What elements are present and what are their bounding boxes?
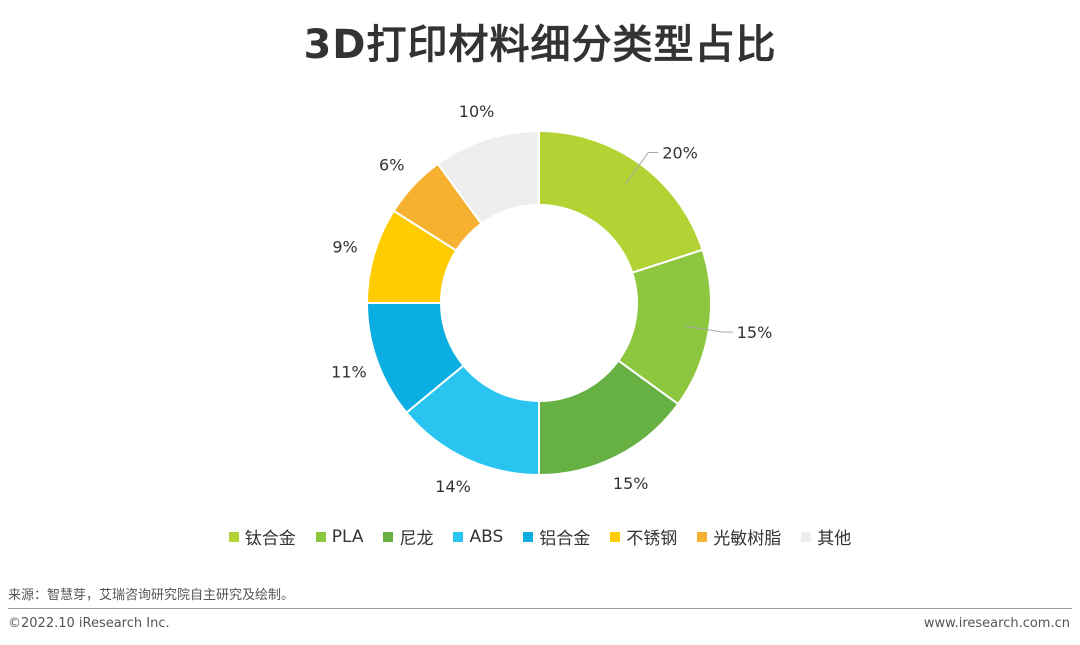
value-label-1: 20%	[662, 144, 698, 163]
legend-label: 光敏树脂	[713, 529, 782, 549]
source-note: 来源：智慧芽，艾瑞咨询研究院自主研究及绘制。	[8, 588, 295, 603]
legend-swatch	[523, 531, 534, 542]
legend-item-4: ABS	[453, 527, 503, 547]
legend-label: 钛合金	[244, 529, 296, 549]
legend-swatch	[383, 531, 394, 542]
legend-item-2: PLA	[315, 526, 364, 547]
donut-slice-1	[538, 129, 704, 274]
donut-slice-8	[436, 129, 540, 226]
legend-swatch	[801, 531, 812, 542]
value-label-2: 15%	[737, 323, 773, 342]
value-label-8: 10%	[459, 102, 495, 121]
value-label-4: 14%	[435, 477, 471, 496]
value-label-6: 9%	[332, 238, 357, 257]
legend-label: PLA	[331, 526, 364, 547]
value-label-3: 15%	[613, 474, 649, 493]
legend-label: 其他	[817, 529, 852, 549]
value-label-5: 11%	[331, 362, 367, 381]
copyright-text: ©2022.10 iResearch Inc.	[8, 616, 170, 631]
legend-item-3: 尼龙	[383, 524, 433, 549]
footer-divider	[8, 608, 1072, 609]
legend-item-7: 光敏树脂	[697, 524, 781, 549]
legend-swatch	[315, 531, 326, 542]
website-link[interactable]: www.iresearch.com.cn	[923, 616, 1070, 631]
value-labels: 20% 15% 15% 14% 11% 9% 6% 10%	[331, 102, 772, 496]
legend-swatch	[697, 531, 708, 542]
chart-title: 3D打印材料细分类型占比	[303, 22, 777, 68]
legend-item-5: 铝合金	[523, 524, 590, 549]
legend-item-8: 其他	[801, 524, 851, 549]
legend-item-1: 钛合金	[228, 524, 296, 549]
legend-swatch	[610, 531, 621, 542]
legend-swatch	[228, 531, 239, 542]
legend-label: 铝合金	[539, 529, 591, 549]
legend-swatch	[453, 531, 464, 542]
leader-line-2	[685, 325, 733, 333]
legend-label: 不锈钢	[626, 529, 678, 549]
donut-slices	[365, 129, 712, 477]
label-leader-lines	[625, 152, 733, 333]
leader-line-1	[625, 152, 659, 184]
legend-label: 尼龙	[399, 529, 434, 549]
legend-item-6: 不锈钢	[610, 524, 677, 549]
value-label-7: 6%	[379, 156, 404, 175]
legend-label: ABS	[469, 526, 504, 547]
chart-legend: 钛合金 PLA 尼龙 ABS 铝合金 不锈钢 光敏树脂 其他	[0, 524, 1080, 549]
